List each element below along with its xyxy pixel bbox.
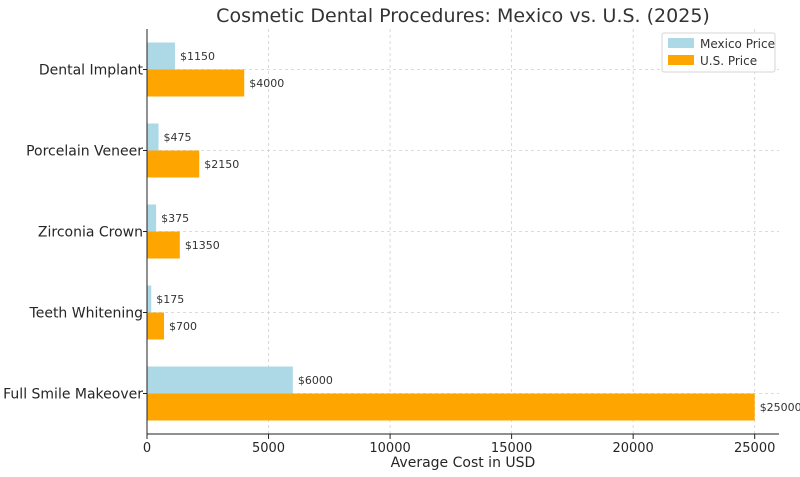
legend-swatch-us (668, 55, 694, 65)
axes: Dental Implant Porcelain Veneer Zirconia C… (3, 29, 779, 456)
data-label-0-1: $475 (164, 131, 192, 144)
data-label-1-4: $25000 (760, 401, 800, 414)
x-tick-label-3: 15000 (491, 441, 532, 456)
bar-1-3 (147, 312, 165, 340)
bar-0-2 (147, 204, 157, 232)
legend-swatch-mexico (668, 38, 694, 48)
x-axis-label: Average Cost in USD (391, 455, 536, 471)
bar-0-0 (147, 42, 175, 70)
x-tick-label-5: 25000 (734, 441, 775, 456)
bars (147, 42, 755, 421)
data-label-1-2: $1350 (185, 239, 220, 252)
data-label-0-3: $175 (156, 293, 184, 306)
category-label-2: Zirconia Crown (38, 225, 143, 241)
bar-0-4 (147, 366, 293, 394)
x-tick-label-1: 5000 (252, 441, 285, 456)
bar-1-2 (147, 231, 180, 259)
data-label-0-0: $1150 (180, 50, 215, 63)
data-label-1-0: $4000 (249, 77, 284, 90)
x-tick-label-2: 10000 (369, 441, 410, 456)
bar-0-1 (147, 123, 159, 151)
data-label-1-3: $700 (169, 320, 197, 333)
chart-title: Cosmetic Dental Procedures: Mexico vs. U… (216, 5, 710, 27)
bar-0-3 (147, 285, 152, 313)
bar-1-4 (147, 393, 755, 421)
data-labels: $1150 $4000 $475 $2150 $375 $1350 $175 $700 $600… (156, 50, 800, 414)
data-label-1-1: $2150 (204, 158, 239, 171)
category-label-0: Dental Implant (39, 63, 144, 79)
x-tick-label-4: 20000 (612, 441, 653, 456)
bar-1-1 (147, 150, 200, 178)
category-label-3: Teeth Whitening (29, 306, 143, 322)
legend-label-us: U.S. Price (700, 54, 757, 68)
legend: Mexico Price U.S. Price (661, 32, 776, 73)
category-label-1: Porcelain Veneer (26, 144, 143, 160)
category-label-4: Full Smile Makeover (3, 387, 143, 403)
legend-label-mexico: Mexico Price (700, 37, 775, 51)
data-label-0-4: $6000 (298, 374, 333, 387)
x-tick-label-0: 0 (143, 441, 151, 456)
bar-1-0 (147, 69, 245, 97)
data-label-0-2: $375 (161, 212, 189, 225)
